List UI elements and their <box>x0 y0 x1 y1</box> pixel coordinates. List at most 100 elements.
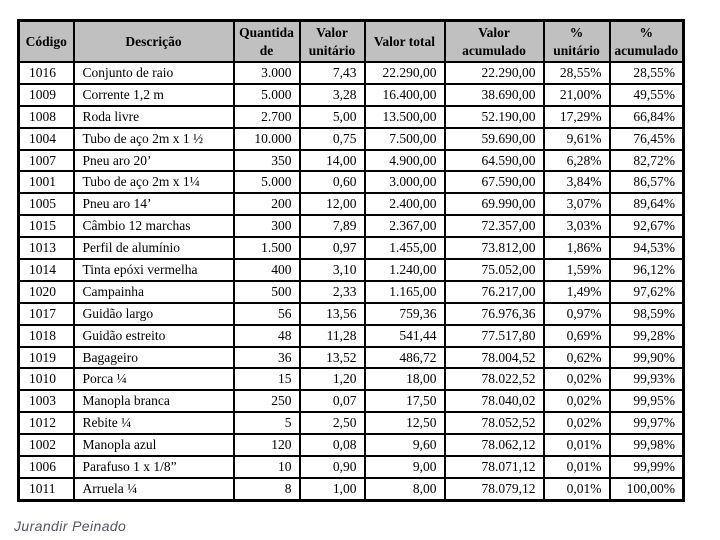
cell-quantidade: 48 <box>232 323 301 348</box>
cell-pct-acumulado: 28,55% <box>608 61 685 85</box>
cell-pct-unitario: 0,02% <box>542 389 611 414</box>
cell-descricao: Arruela ¼ <box>72 476 235 502</box>
cell-codigo: 1005 <box>17 192 75 217</box>
cell-pct-acumulado: 99,90% <box>608 345 685 370</box>
table-row: 1017 Guidão largo 56 13,56 759,36 76.976,36 0,… <box>17 301 685 326</box>
cell-quantidade: 250 <box>232 389 301 414</box>
cell-valor-unitario: 1,20 <box>298 367 366 392</box>
cell-valor-unitario: 14,00 <box>298 148 366 173</box>
cell-codigo: 1018 <box>17 323 75 348</box>
cell-valor-total: 4.900,00 <box>363 148 446 173</box>
cell-quantidade: 5 <box>232 411 301 436</box>
cell-valor-total: 486,72 <box>363 345 446 370</box>
cell-valor-total: 2.367,00 <box>363 214 446 239</box>
cell-pct-acumulado: 99,98% <box>608 433 685 458</box>
cell-valor-unitario: 0,60 <box>298 170 366 195</box>
cell-quantidade: 120 <box>232 433 301 458</box>
cell-quantidade: 15 <box>232 367 301 392</box>
table-row: 1013 Perfil de alumínio 1.500 0,97 1.455,00 7… <box>17 236 685 261</box>
cell-pct-acumulado: 76,45% <box>608 126 685 151</box>
cell-pct-acumulado: 99,28% <box>608 323 685 348</box>
cell-pct-unitario: 0,97% <box>542 301 611 326</box>
cell-valor-acumulado: 77.517,80 <box>443 323 545 348</box>
cell-descricao: Corrente 1,2 m <box>72 82 235 107</box>
cell-pct-unitario: 6,28% <box>542 148 611 173</box>
cell-descricao: Tubo de aço 2m x 1¼ <box>72 170 235 195</box>
table-row: 1007 Pneu aro 20’ 350 14,00 4.900,00 64.590,0… <box>17 148 685 173</box>
cell-pct-unitario: 1,86% <box>542 236 611 261</box>
cell-valor-acumulado: 78.022,52 <box>443 367 545 392</box>
cell-descricao: Rebite ¼ <box>72 411 235 436</box>
cell-codigo: 1002 <box>17 433 75 458</box>
cell-pct-unitario: 3,07% <box>542 192 611 217</box>
cell-pct-unitario: 21,00% <box>542 82 611 107</box>
cell-pct-unitario: 1,59% <box>542 258 611 282</box>
cell-descricao: Pneu aro 14’ <box>72 192 235 217</box>
abc-analysis-table: Código Descrição Quantida de Valor unitário… <box>17 19 685 502</box>
cell-valor-unitario: 3,28 <box>298 82 366 107</box>
cell-valor-unitario: 2,33 <box>298 279 366 304</box>
cell-valor-total: 1.240,00 <box>363 258 446 282</box>
table-row: 1015 Câmbio 12 marchas 300 7,89 2.367,00 72.3… <box>17 214 685 239</box>
table-body: 1016 Conjunto de raio 3.000 7,43 22.290,00 22… <box>17 61 685 502</box>
cell-descricao: Parafuso 1 x 1/8” <box>72 455 235 479</box>
cell-descricao: Manopla azul <box>72 433 235 458</box>
table-row: 1003 Manopla branca 250 0,07 17,50 78.040,02 0… <box>17 389 685 414</box>
cell-codigo: 1012 <box>17 411 75 436</box>
cell-valor-unitario: 3,10 <box>298 258 366 282</box>
cell-descricao: Tinta epóxi vermelha <box>72 258 235 282</box>
cell-valor-acumulado: 22.290,00 <box>443 61 545 85</box>
cell-valor-acumulado: 76.976,36 <box>443 301 545 326</box>
table-row: 1014 Tinta epóxi vermelha 400 3,10 1.240,00 7… <box>17 258 685 282</box>
cell-valor-acumulado: 75.052,00 <box>443 258 545 282</box>
table-row: 1004 Tubo de aço 2m x 1 ½ 10.000 0,75 7.500,… <box>17 126 685 151</box>
cell-codigo: 1015 <box>17 214 75 239</box>
table-row: 1006 Parafuso 1 x 1/8” 10 0,90 9,00 78.071,12… <box>17 455 685 479</box>
cell-valor-unitario: 0,08 <box>298 433 366 458</box>
table-row: 1002 Manopla azul 120 0,08 9,60 78.062,12 0,01… <box>17 433 685 458</box>
cell-valor-acumulado: 78.062,12 <box>443 433 545 458</box>
column-header-pct-unitario: % unitário <box>542 19 611 63</box>
cell-pct-acumulado: 96,12% <box>608 258 685 282</box>
cell-valor-acumulado: 78.040,02 <box>443 389 545 414</box>
cell-valor-total: 1.165,00 <box>363 279 446 304</box>
table-row: 1009 Corrente 1,2 m 5.000 3,28 16.400,00 38.6… <box>17 82 685 107</box>
cell-valor-acumulado: 64.590,00 <box>443 148 545 173</box>
cell-pct-acumulado: 99,99% <box>608 455 685 479</box>
cell-valor-total: 7.500,00 <box>363 126 446 151</box>
cell-valor-unitario: 13,52 <box>298 345 366 370</box>
table-row: 1012 Rebite ¼ 5 2,50 12,50 78.052,52 0,02% 99,9… <box>17 411 685 436</box>
table-row: 1010 Porca ¼ 15 1,20 18,00 78.022,52 0,02% 99,9… <box>17 367 685 392</box>
cell-descricao: Manopla branca <box>72 389 235 414</box>
cell-quantidade: 36 <box>232 345 301 370</box>
cell-valor-unitario: 13,56 <box>298 301 366 326</box>
header-row: Código Descrição Quantida de Valor unitário… <box>17 19 685 63</box>
column-header-pct-acumulado: % acumulado <box>608 19 685 63</box>
cell-valor-acumulado: 67.590,00 <box>443 170 545 195</box>
cell-valor-total: 18,00 <box>363 367 446 392</box>
cell-valor-unitario: 0,90 <box>298 455 366 479</box>
cell-quantidade: 500 <box>232 279 301 304</box>
cell-pct-acumulado: 82,72% <box>608 148 685 173</box>
cell-valor-unitario: 12,00 <box>298 192 366 217</box>
cell-descricao: Porca ¼ <box>72 367 235 392</box>
cell-pct-acumulado: 99,97% <box>608 411 685 436</box>
table-row: 1019 Bagageiro 36 13,52 486,72 78.004,52 0,62%… <box>17 345 685 370</box>
cell-quantidade: 350 <box>232 148 301 173</box>
column-header-descricao: Descrição <box>72 19 235 63</box>
cell-codigo: 1009 <box>17 82 75 107</box>
table-row: 1018 Guidão estreito 48 11,28 541,44 77.517,8… <box>17 323 685 348</box>
cell-descricao: Campainha <box>72 279 235 304</box>
cell-descricao: Câmbio 12 marchas <box>72 214 235 239</box>
cell-pct-acumulado: 66,84% <box>608 104 685 129</box>
table-row: 1008 Roda livre 2.700 5,00 13.500,00 52.190,0… <box>17 104 685 129</box>
cell-valor-unitario: 2,50 <box>298 411 366 436</box>
cell-valor-acumulado: 69.990,00 <box>443 192 545 217</box>
column-header-valor-unitario: Valor unitário <box>298 19 366 63</box>
cell-codigo: 1016 <box>17 61 75 85</box>
cell-valor-acumulado: 78.004,52 <box>443 345 545 370</box>
table-row: 1020 Campainha 500 2,33 1.165,00 76.217,00 1,4… <box>17 279 685 304</box>
table-row: 1011 Arruela ¼ 8 1,00 8,00 78.079,12 0,01% 100,… <box>17 476 685 502</box>
cell-quantidade: 1.500 <box>232 236 301 261</box>
cell-descricao: Roda livre <box>72 104 235 129</box>
